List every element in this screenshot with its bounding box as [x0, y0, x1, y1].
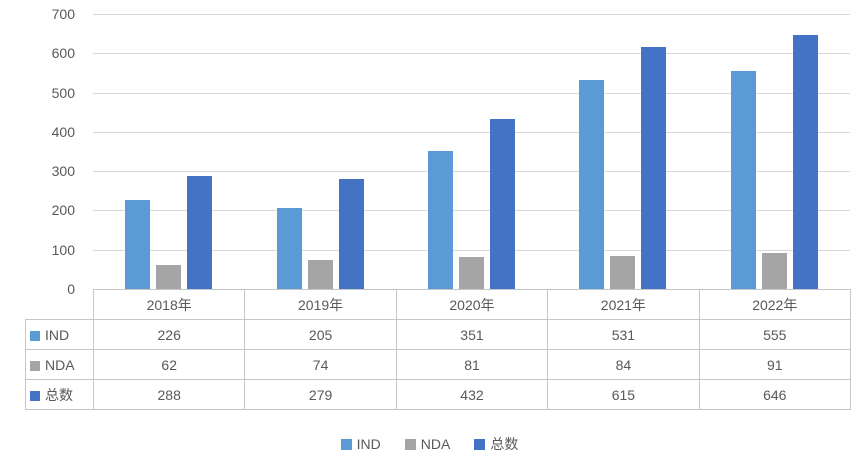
- y-axis-tick-label-400: 400: [51, 124, 75, 140]
- bar-IND-2021年: [579, 80, 604, 289]
- y-axis-tick-label-300: 300: [51, 163, 75, 179]
- series-row-header: NDA: [25, 349, 94, 380]
- legend-swatch-icon: [340, 438, 352, 450]
- bar-NDA-2022年: [762, 253, 787, 289]
- table-corner-cell: [25, 289, 94, 320]
- year-header-cell: 2019年: [244, 289, 397, 320]
- bar-group-2019年: [277, 14, 364, 289]
- table-value-cell: 531: [547, 319, 700, 350]
- table-row-IND: IND 226 205 351 531 555: [25, 319, 852, 350]
- table-value-cell: 555: [698, 319, 852, 350]
- table-value-cell: 279: [244, 379, 397, 410]
- table-value-cell: 205: [244, 319, 397, 350]
- y-axis-tick-label-0: 0: [67, 281, 75, 297]
- bar-总数-2018年: [187, 176, 212, 289]
- gridline-300: [93, 171, 850, 172]
- gridline-600: [93, 53, 850, 54]
- y-axis-tick-label-500: 500: [51, 85, 75, 101]
- legend-swatch-icon: [404, 438, 416, 450]
- legend-item-总数: 总数: [474, 434, 518, 454]
- legend-label: IND: [356, 436, 381, 452]
- bar-总数-2020年: [490, 119, 515, 289]
- bar-总数-2021年: [641, 47, 666, 289]
- y-axis-tick-label-200: 200: [51, 202, 75, 218]
- bar-NDA-2019年: [308, 260, 333, 289]
- table-value-cell: 81: [395, 349, 549, 380]
- bar-group-2018年: [125, 14, 212, 289]
- data-table: 2018年 2019年 2020年 2021年 2022年 IND 226 205 351 531…: [25, 289, 852, 410]
- gridline-700: [93, 14, 850, 15]
- bar-NDA-2021年: [610, 256, 635, 289]
- series-row-header: 总数: [25, 379, 94, 410]
- bar-IND-2022年: [731, 71, 756, 289]
- table-value-cell: 74: [244, 349, 397, 380]
- year-header-cell: 2018年: [92, 289, 246, 320]
- bar-总数-2019年: [339, 179, 364, 289]
- legend-item-NDA: NDA: [404, 436, 451, 452]
- table-value-cell: 288: [92, 379, 246, 410]
- gridline-100: [93, 250, 850, 251]
- table-value-cell: 351: [395, 319, 549, 350]
- table-row-总数: 总数 288 279 432 615 646: [25, 379, 852, 410]
- table-value-cell: 91: [698, 349, 852, 380]
- bar-IND-2020年: [428, 151, 453, 289]
- bar-NDA-2020年: [459, 257, 484, 289]
- legend-label: NDA: [420, 436, 451, 452]
- series-color-icon: [30, 360, 40, 371]
- year-header-cell: 2020年: [395, 289, 549, 320]
- table-value-cell: 646: [698, 379, 852, 410]
- gridline-500: [93, 93, 850, 94]
- bar-NDA-2018年: [156, 265, 181, 289]
- series-color-icon: [30, 390, 40, 401]
- legend-swatch-icon: [474, 438, 486, 450]
- year-header-cell: 2022年: [698, 289, 852, 320]
- bar-IND-2018年: [125, 200, 150, 289]
- table-value-cell: 62: [92, 349, 246, 380]
- table-value-cell: 432: [395, 379, 549, 410]
- table-value-cell: 226: [92, 319, 246, 350]
- year-header-cell: 2021年: [547, 289, 700, 320]
- table-value-cell: 615: [547, 379, 700, 410]
- series-row-header: IND: [25, 319, 94, 350]
- legend-item-IND: IND: [340, 436, 381, 452]
- plot-area: [93, 14, 850, 289]
- bar-group-2022年: [731, 14, 818, 289]
- bar-总数-2022年: [793, 35, 818, 289]
- gridline-200: [93, 210, 850, 211]
- legend-label: 总数: [490, 436, 519, 452]
- y-axis-tick-label-600: 600: [51, 45, 75, 61]
- chart-legend: IND NDA 总数: [0, 434, 859, 454]
- bar-IND-2019年: [277, 208, 302, 289]
- series-color-icon: [30, 330, 40, 341]
- bar-group-2020年: [428, 14, 515, 289]
- y-axis-tick-label-100: 100: [51, 242, 75, 258]
- table-row-NDA: NDA 62 74 81 84 91: [25, 349, 852, 380]
- gridline-400: [93, 132, 850, 133]
- bar-group-2021年: [579, 14, 666, 289]
- y-axis-tick-label-700: 700: [51, 6, 75, 22]
- table-value-cell: 84: [547, 349, 700, 380]
